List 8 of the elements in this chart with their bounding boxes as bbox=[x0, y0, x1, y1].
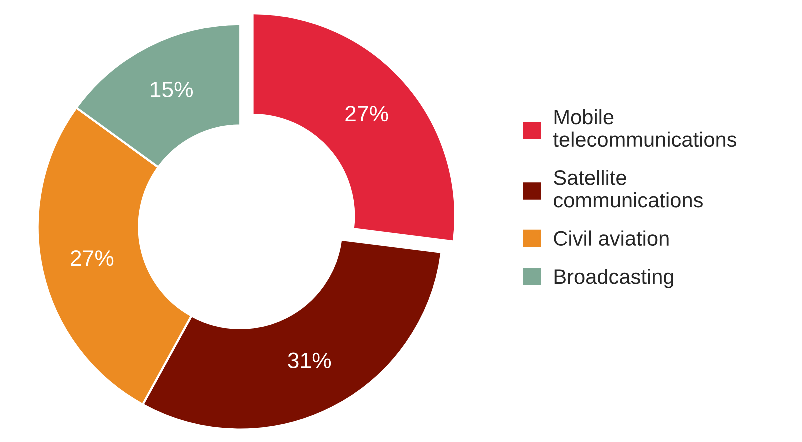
data-label: 15% bbox=[151, 82, 194, 98]
legend-label: Broadcasting bbox=[554, 268, 674, 288]
data-label: 27% bbox=[71, 250, 114, 266]
data-label: 31% bbox=[288, 352, 332, 369]
legend-label: Satellite communications bbox=[554, 170, 703, 208]
legend-label: Mobile telecommunications bbox=[553, 109, 737, 148]
legend-label: Civil aviation bbox=[554, 230, 669, 246]
data-label: 27% bbox=[346, 106, 388, 122]
